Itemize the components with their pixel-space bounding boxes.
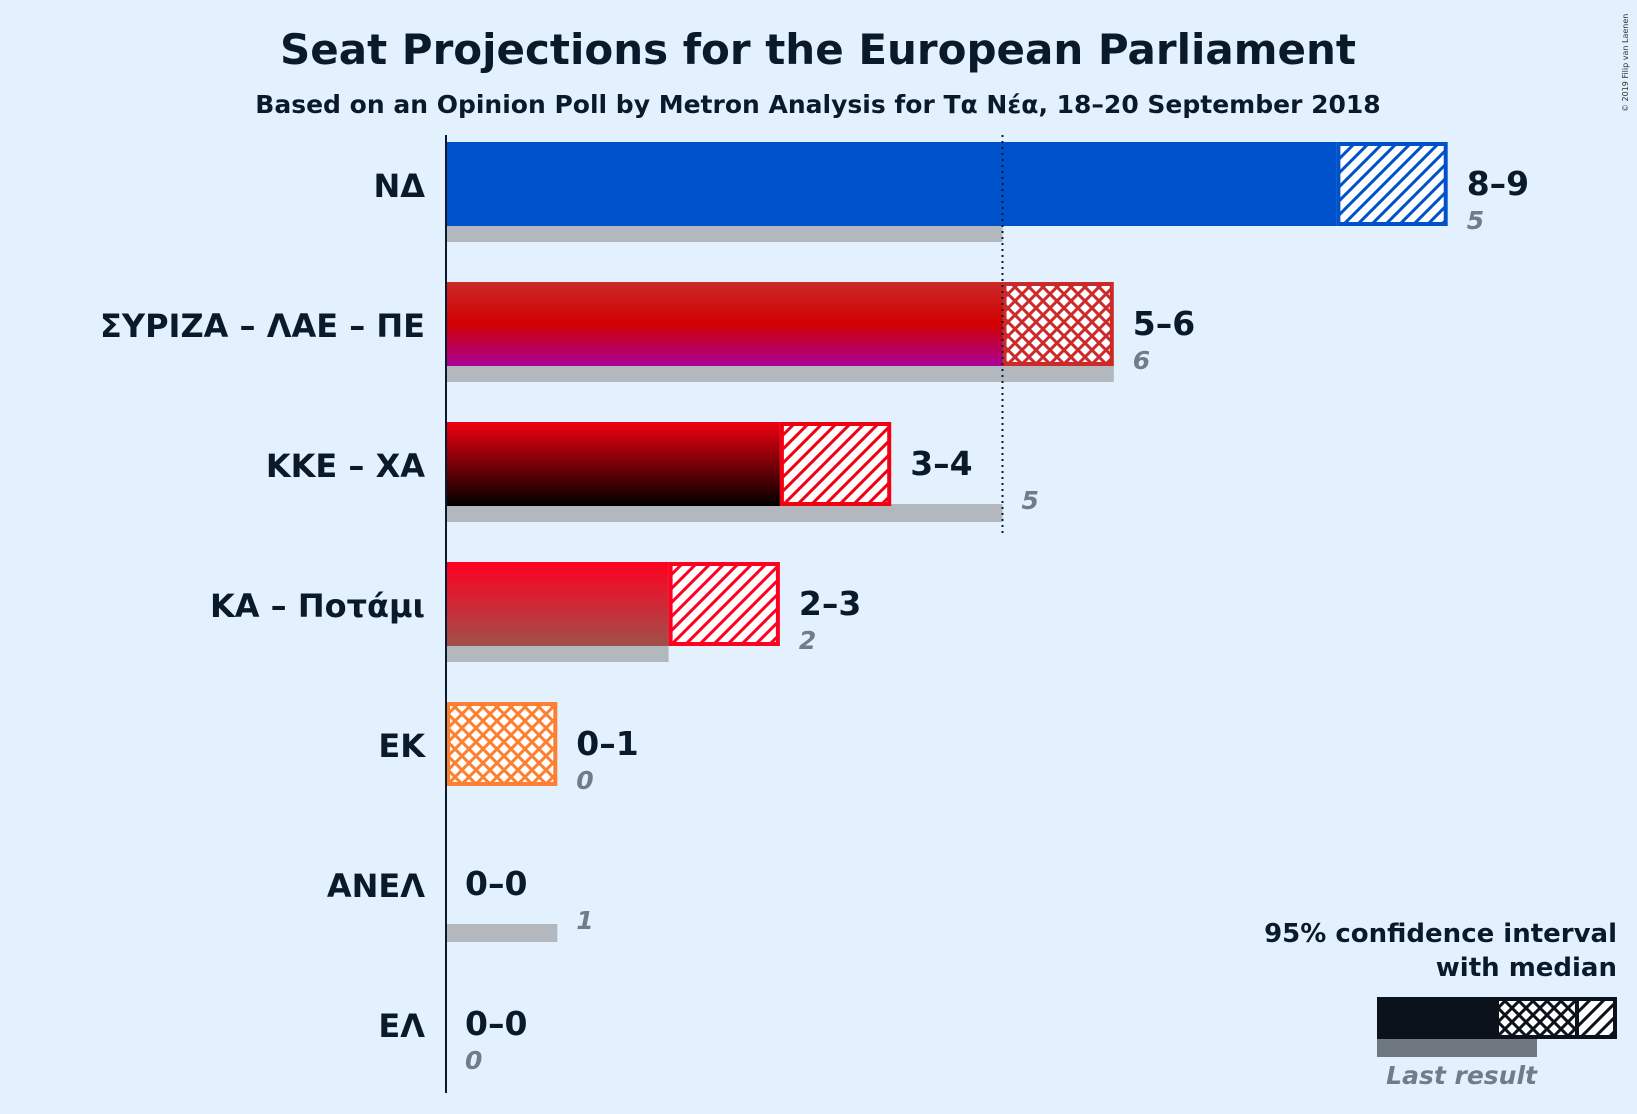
party-label: ΕΚ — [378, 727, 426, 765]
legend-cross-bar — [1495, 997, 1579, 1039]
party-label: ΚΑ – Ποτάμι — [210, 587, 425, 625]
legend-last-label: Last result — [1386, 1061, 1538, 1090]
last-result-label: 0 — [576, 766, 593, 795]
last-result-bar — [446, 224, 1003, 242]
confidence-interval-bar — [668, 562, 780, 646]
legend: 95% confidence interval with median Last… — [1264, 919, 1617, 1090]
median-bar — [446, 282, 1003, 366]
axis-group — [445, 135, 1004, 1093]
range-label: 8–9 — [1467, 164, 1529, 203]
range-label: 0–1 — [576, 724, 638, 763]
last-result-bar — [446, 504, 1003, 522]
last-result-label: 5 — [1022, 486, 1039, 515]
median-bar — [446, 422, 780, 506]
legend-last-result-bar — [1377, 1035, 1537, 1057]
last-result-bar — [446, 364, 1114, 382]
last-result-bar — [446, 924, 558, 942]
legend-line2: with median — [1436, 953, 1617, 983]
last-result-label: 6 — [1133, 346, 1150, 375]
chart-subtitle: Based on an Opinion Poll by Metron Analy… — [255, 90, 1380, 119]
range-label: 3–4 — [910, 444, 972, 483]
chart-title: Seat Projections for the European Parlia… — [280, 25, 1356, 74]
range-label: 0–0 — [465, 1004, 527, 1043]
median-bar — [446, 142, 1337, 226]
confidence-interval-bar — [1336, 142, 1448, 226]
last-result-label: 1 — [576, 906, 593, 935]
legend-line1: 95% confidence interval — [1264, 919, 1617, 949]
last-result-label: 5 — [1467, 206, 1484, 235]
copyright-text: © 2019 Filip van Laenen — [1621, 14, 1630, 112]
last-result-label: 0 — [465, 1046, 482, 1075]
confidence-interval-bar — [1002, 282, 1114, 366]
median-bar — [446, 562, 669, 646]
last-result-bar — [446, 644, 669, 662]
range-label: 2–3 — [799, 584, 861, 623]
party-label: ΣΥΡΙΖΑ – ΛΑΕ – ΠΕ — [100, 307, 425, 345]
confidence-interval-bar — [779, 422, 892, 506]
range-label: 5–6 — [1133, 304, 1195, 343]
confidence-interval-bar — [446, 702, 558, 786]
party-label: ΕΛ — [378, 1007, 425, 1045]
legend-solid-bar — [1377, 997, 1497, 1039]
last-result-label: 2 — [799, 626, 816, 655]
bars-group: ΝΔ 8–9 5 ΣΥΡΙΖΑ – ΛΑΕ – ΠΕ 5–6 6 ΚΚΕ – ΧΑ 3–4 5 Κ… — [100, 142, 1529, 1075]
party-label: ΝΔ — [373, 167, 425, 205]
party-label: ΚΚΕ – ΧΑ — [266, 447, 425, 485]
range-label: 0–0 — [465, 864, 527, 903]
party-label: ΑΝΕΛ — [327, 867, 425, 905]
legend-hatch-bar — [1575, 997, 1617, 1039]
